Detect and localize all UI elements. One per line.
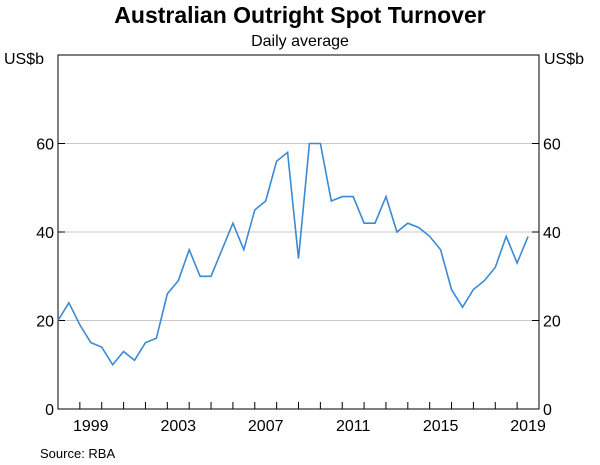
- x-tick-label: 2003: [160, 418, 196, 435]
- y-axis: 0 0 20 20 40 40 60 60: [36, 137, 561, 420]
- chart-title: Australian Outright Spot Turnover: [114, 2, 486, 28]
- x-tick-label: 2015: [423, 418, 459, 435]
- y-tick-label-right: 20: [543, 314, 561, 331]
- gridlines: [58, 143, 539, 321]
- y-tick-label-left: 40: [36, 225, 54, 242]
- y-axis-unit-left: US$b: [4, 51, 45, 68]
- y-tick-label-right: 40: [543, 225, 561, 242]
- x-tick-label: 2019: [510, 418, 546, 435]
- x-axis: 1999 2003 2007 2011 2015 2019: [57, 402, 546, 435]
- y-tick-label-left: 60: [36, 137, 54, 154]
- y-tick-label-left: 20: [36, 314, 54, 331]
- x-tick-label: 2007: [248, 418, 284, 435]
- x-tick-label: 2011: [336, 418, 371, 435]
- y-tick-label-left: 0: [45, 402, 54, 419]
- series-line-0: [57, 142, 529, 367]
- x-tick-label: 1999: [73, 418, 109, 435]
- chart-subtitle: Daily average: [251, 33, 349, 50]
- y-axis-unit-right: US$b: [544, 51, 585, 68]
- y-tick-label-right: 0: [543, 402, 552, 419]
- source-note: Source: RBA: [40, 446, 116, 461]
- series-layer: [57, 142, 529, 367]
- y-tick-label-right: 60: [543, 137, 561, 154]
